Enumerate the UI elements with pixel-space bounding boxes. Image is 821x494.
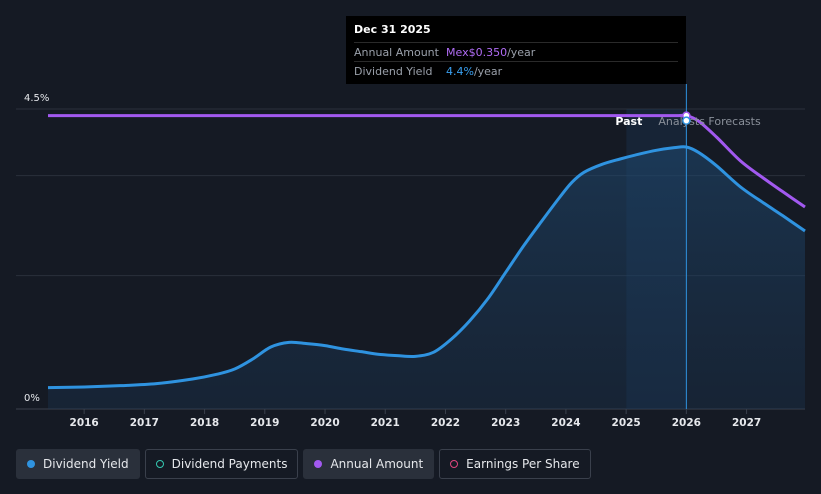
dividend-yield-dot-icon	[27, 460, 35, 468]
tooltip-label: Dividend Yield	[354, 65, 433, 78]
legend-earnings-per-share[interactable]: Earnings Per Share	[439, 449, 591, 479]
dividend-yield-line[interactable]	[47, 145, 806, 390]
x-tick-label: 2026	[672, 417, 701, 429]
legend-label: Dividend Payments	[171, 457, 288, 471]
dividend-yield-marker	[682, 116, 691, 125]
tooltip: Dec 31 2025 Annual Amount Mex$0.350/year…	[346, 16, 686, 84]
x-tick-label: 2018	[190, 417, 219, 429]
x-tick-label: 2016	[70, 417, 99, 429]
dividend-payments-ring-icon	[155, 460, 164, 468]
y-tick-label: 4.5%	[24, 93, 49, 104]
x-tick-label: 2027	[732, 417, 761, 429]
dividend-yield-area	[48, 146, 805, 409]
tooltip-value: 4.4%	[446, 65, 474, 78]
tooltip-unit: /year	[507, 46, 536, 59]
y-axis-ticks: 0% 4.5%	[24, 93, 49, 404]
tooltip-row-annual-amount: Annual Amount Mex$0.350/year	[354, 42, 678, 61]
legend-label: Dividend Yield	[43, 457, 129, 471]
x-tick-label: 2022	[431, 417, 460, 429]
earnings-per-share-ring-icon	[450, 460, 459, 468]
tooltip-label: Annual Amount	[354, 46, 439, 59]
x-tick-label: 2024	[551, 417, 580, 429]
tooltip-unit: /year	[473, 65, 503, 78]
x-tick-label: 2017	[130, 417, 159, 429]
legend-annual-amount[interactable]: Annual Amount	[303, 449, 435, 479]
x-tick-label: 2020	[310, 417, 339, 429]
y-tick-label: 0%	[24, 393, 40, 404]
forecast-region-label: Analysts Forecasts	[658, 115, 761, 128]
legend-label: Annual Amount	[330, 457, 424, 471]
tooltip-date: Dec 31 2025	[354, 23, 431, 36]
x-tick-label: 2021	[371, 417, 400, 429]
x-tick-label: 2025	[612, 417, 641, 429]
tooltip-value: Mex$0.350	[446, 46, 508, 59]
annual-amount-dot-icon	[314, 460, 323, 468]
legend-dividend-yield[interactable]: Dividend Yield	[16, 449, 140, 479]
tooltip-row-dividend-yield: Dividend Yield 4.4%/year	[354, 61, 678, 80]
legend: Dividend Yield Dividend Payments Annual …	[16, 449, 591, 479]
legend-dividend-payments[interactable]: Dividend Payments	[144, 449, 299, 479]
past-region-label: Past	[615, 115, 642, 128]
x-axis-ticks: 2016 2017 2018 2019 2020 2021 2022 2023 2024 2025…	[70, 409, 761, 429]
legend-label: Earnings Per Share	[466, 457, 580, 471]
x-tick-label: 2023	[491, 417, 520, 429]
annual-amount-line[interactable]	[48, 113, 806, 209]
x-tick-label: 2019	[250, 417, 279, 429]
